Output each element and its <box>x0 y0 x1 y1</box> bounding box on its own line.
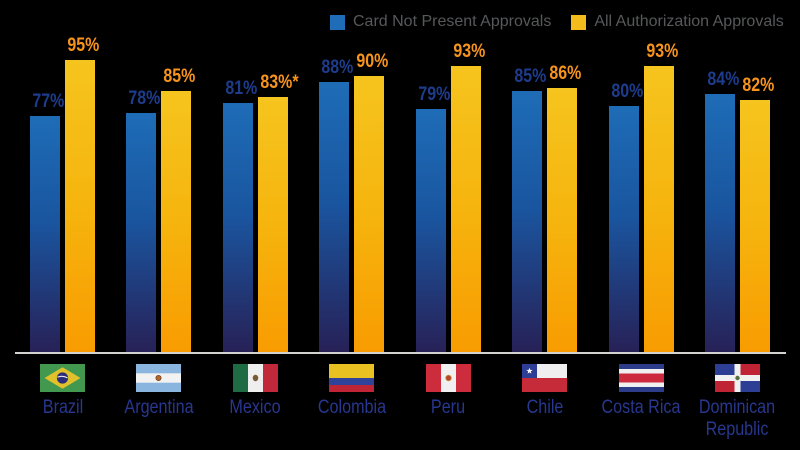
bar-value-label-costa-rica-series1: 93% <box>645 41 678 62</box>
bar-colombia-series1[interactable] <box>354 76 385 352</box>
flag-colombia-icon <box>329 364 375 392</box>
bar-peru-series0[interactable] <box>415 109 446 352</box>
category-chile: Chile <box>512 364 577 450</box>
bar-value-label-brazil-series1: 95% <box>67 35 100 56</box>
category-colombia: Colombia <box>318 364 386 450</box>
bar-group-colombia: 88% 90% <box>319 0 389 352</box>
bar-costa-rica-series0[interactable] <box>608 106 639 352</box>
bar-value-label-argentina-series1: 85% <box>163 66 196 87</box>
bar-value-label-argentina-series0: 78% <box>128 88 161 109</box>
bar-value-label-peru-series0: 79% <box>418 84 451 105</box>
bar-value-label-dominican-republic-series1: 82% <box>742 75 775 96</box>
category-label-brazil: Brazil <box>42 397 83 418</box>
bar-value-label-costa-rica-series0: 80% <box>610 81 643 102</box>
bar-value-label-brazil-series0: 77% <box>32 91 65 112</box>
flag-brazil-icon <box>40 364 85 392</box>
bar-value-label-peru-series1: 93% <box>453 41 486 62</box>
bar-brazil-series0[interactable] <box>30 116 60 352</box>
bar-group-mexico: 81% 83%* <box>222 0 299 352</box>
bar-value-label-mexico-series0: 81% <box>225 78 258 99</box>
bar-chile-series0[interactable] <box>512 91 543 352</box>
flag-peru-icon <box>425 364 471 392</box>
bar-value-label-colombia-series0: 88% <box>321 57 354 78</box>
bar-group-costa-rica: 80% 93% <box>608 0 678 352</box>
category-label-argentina: Argentina <box>124 397 194 418</box>
flag-mexico-icon <box>232 364 278 392</box>
category-mexico: Mexico <box>223 364 288 450</box>
bar-mexico-series1[interactable] <box>257 97 288 352</box>
category-peru: Peru <box>416 364 481 450</box>
bar-group-argentina: 78% 85% <box>126 0 196 352</box>
category-axis: Brazil Argentina Mexico Colombia Peru Chile Co… <box>0 364 800 450</box>
legend-item-all-authorization: All Authorization Approvals <box>571 13 784 31</box>
bar-group-brazil: 77% 95% <box>30 0 100 352</box>
flag-chile-icon <box>522 364 568 392</box>
bar-mexico-series0[interactable] <box>222 103 253 352</box>
bar-group-peru: 79% 93% <box>415 0 486 352</box>
category-label-colombia: Colombia <box>317 397 386 418</box>
category-argentina: Argentina <box>124 364 193 450</box>
category-label-chile: Chile <box>526 397 564 418</box>
legend-item-card-not-present: Card Not Present Approvals <box>330 13 551 31</box>
bar-value-label-chile-series0: 85% <box>514 66 547 87</box>
x-axis-line <box>15 352 786 354</box>
bar-argentina-series1[interactable] <box>161 91 192 352</box>
bar-dominican-republic-series0[interactable] <box>704 94 735 352</box>
bar-value-label-mexico-series1: 83%* <box>260 72 299 93</box>
bar-costa-rica-series1[interactable] <box>643 66 674 352</box>
bar-group-chile: 85% 86% <box>512 0 582 352</box>
bar-argentina-series0[interactable] <box>126 113 157 352</box>
category-label-peru: Peru <box>431 397 466 418</box>
bar-peru-series1[interactable] <box>450 66 481 352</box>
category-costa-rica: Costa Rica <box>602 364 681 450</box>
legend: Card Not Present Approvals All Authoriza… <box>330 13 784 31</box>
legend-swatch-blue <box>330 14 345 30</box>
bar-value-label-chile-series1: 86% <box>549 63 582 84</box>
category-brazil: Brazil <box>30 364 95 450</box>
bar-value-label-colombia-series1: 90% <box>356 51 389 72</box>
category-label-dominican-republic: Dominican Republic <box>699 397 776 440</box>
flag-argentina-icon <box>136 364 182 392</box>
category-label-costa-rica: Costa Rica <box>601 397 681 418</box>
bar-chile-series1[interactable] <box>547 88 578 352</box>
bar-group-dominican-republic: 84% 82% <box>704 0 775 352</box>
legend-label-all-authorization: All Authorization Approvals <box>594 13 784 30</box>
bar-dominican-republic-series1[interactable] <box>739 100 770 352</box>
bar-value-label-dominican-republic-series0: 84% <box>707 69 740 90</box>
legend-label-card-not-present: Card Not Present Approvals <box>353 13 552 30</box>
category-label-mexico: Mexico <box>229 397 281 418</box>
bar-colombia-series0[interactable] <box>319 82 350 352</box>
bar-brazil-series1[interactable] <box>65 60 95 352</box>
flag-dominican-republic-icon <box>714 364 760 392</box>
category-dominican-republic: Dominican Republic <box>699 364 776 450</box>
plot-area: 77% 95% 78% 85% 81% 83%* 88% 90% 79% 93% 85% 86% 80%… <box>30 0 775 352</box>
flag-costa-rica-icon <box>618 364 664 392</box>
legend-swatch-yellow <box>571 14 587 30</box>
